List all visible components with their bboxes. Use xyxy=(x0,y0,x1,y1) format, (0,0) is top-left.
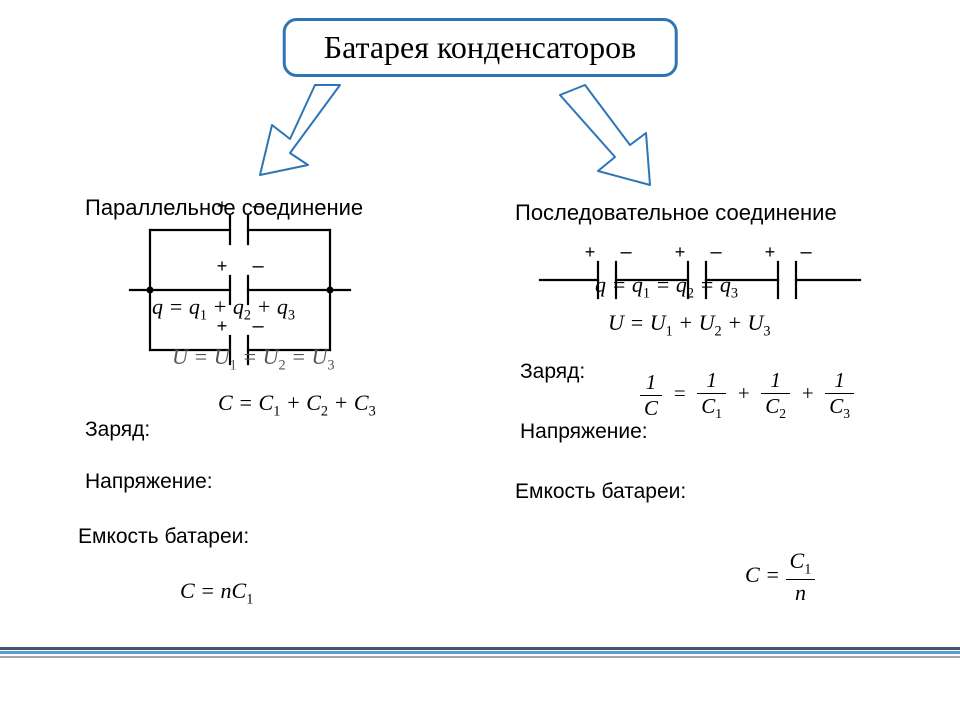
label-right-voltage: Напряжение: xyxy=(520,420,648,444)
arrow-right xyxy=(560,85,650,185)
formula-right-capacity: 1C = 1C1 + 1C2 + 1C3 xyxy=(640,370,854,421)
footer-stripe-2 xyxy=(0,651,960,654)
circuit-parallel: +–+–+– xyxy=(130,220,350,360)
svg-text:+: + xyxy=(765,242,776,262)
footer-stripe-1 xyxy=(0,647,960,650)
formula-right-voltage: U = U1 + U2 + U3 xyxy=(608,310,771,340)
heading-series: Последовательное соединение xyxy=(515,200,837,226)
title-text: Батарея конденсаторов xyxy=(324,29,637,65)
svg-text:+: + xyxy=(217,196,228,216)
slide: { "colors": { "title_border": "#2e75b6",… xyxy=(0,0,960,720)
svg-text:+: + xyxy=(585,242,596,262)
label-right-capacity: Емкость батареи: xyxy=(515,480,686,504)
svg-text:–: – xyxy=(620,241,632,263)
svg-text:–: – xyxy=(800,241,812,263)
svg-text:–: – xyxy=(252,255,264,277)
arrow-left xyxy=(260,85,340,175)
svg-text:+: + xyxy=(675,242,686,262)
footer-stripe-3 xyxy=(0,656,960,658)
formula-left-voltage: U = U1 = U2 = U3 xyxy=(172,344,335,374)
formula-left-simple: C = nC1 xyxy=(180,578,253,608)
svg-text:–: – xyxy=(710,241,722,263)
formula-right-simple: C = C1n xyxy=(745,550,815,604)
title-box: Батарея конденсаторов xyxy=(283,18,678,77)
formula-left-capacity: C = C1 + C2 + C3 xyxy=(218,390,376,420)
label-right-charge: Заряд: xyxy=(520,360,585,384)
svg-text:–: – xyxy=(252,195,264,217)
label-left-capacity: Емкость батареи: xyxy=(78,525,249,549)
svg-text:+: + xyxy=(217,256,228,276)
formula-right-charge: q = q1 = q2 = q3 xyxy=(595,272,738,302)
label-left-voltage: Напряжение: xyxy=(85,470,213,494)
label-left-charge: Заряд: xyxy=(85,418,150,442)
formula-left-charge: q = q1 + q2 + q3 xyxy=(152,294,295,324)
